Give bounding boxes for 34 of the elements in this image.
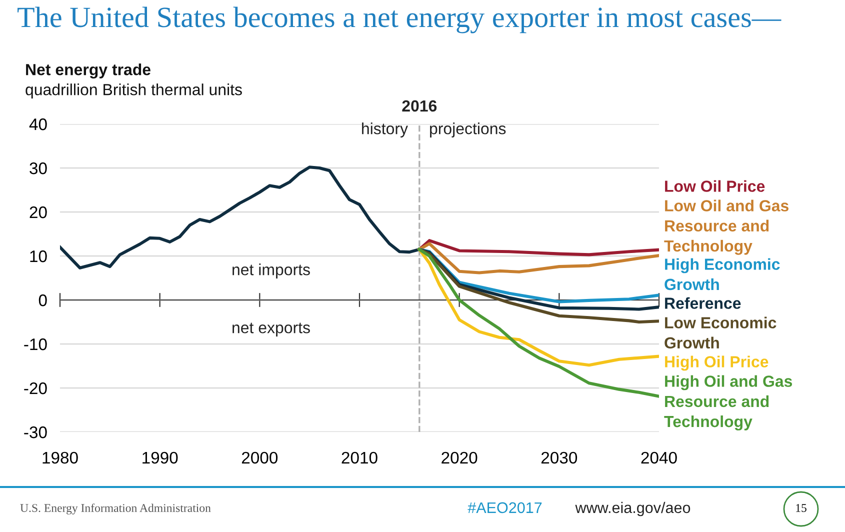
series-label: High Oil and Gas Resource and Technology xyxy=(664,375,792,430)
y-axis-title: quadrillion British thermal units xyxy=(26,84,242,98)
text: 15 xyxy=(796,504,806,512)
x-tick-label: 2030 xyxy=(541,452,578,464)
annotation: history xyxy=(362,122,408,138)
y-tick-label: 0 xyxy=(38,294,47,306)
y-tick-label: 40 xyxy=(29,118,47,130)
y-tick-label: -20 xyxy=(24,382,47,394)
chart-subtitle: Net energy trade xyxy=(26,64,150,78)
y-tick-label: -30 xyxy=(24,426,47,438)
series-label: Low Oil and Gas Resource and Technology xyxy=(664,200,788,255)
series-label: Reference xyxy=(665,297,741,309)
y-tick-label: 10 xyxy=(30,250,47,262)
x-tick-label: 2020 xyxy=(442,452,478,464)
x-tick-label: 2040 xyxy=(641,452,677,464)
chart-title: The United States becomes a net energy exporter in most cases— xyxy=(18,6,782,34)
y-tick-label: 30 xyxy=(30,162,47,174)
ref-line-label: 2016 xyxy=(402,100,437,112)
text: U.S. Energy Information Administration xyxy=(20,504,211,514)
x-tick-label: 2000 xyxy=(242,452,278,464)
text: Low Oil Price xyxy=(665,180,765,192)
series-label: High Oil Price xyxy=(665,356,768,371)
y-tick-label: 20 xyxy=(30,206,47,218)
x-tick-label: 1990 xyxy=(142,452,178,464)
series-label: High Economic Growth xyxy=(664,258,780,290)
annotation: net imports xyxy=(232,264,310,278)
x-tick-label: 1980 xyxy=(42,452,78,464)
x-tick-label: 2010 xyxy=(342,452,378,464)
series-label: Low Economic Growth xyxy=(664,316,776,349)
text: www.eia.gov/aeo xyxy=(575,502,690,516)
y-tick-label: -10 xyxy=(24,338,47,350)
text: #AEO2017 xyxy=(468,502,542,514)
annotation: net exports xyxy=(232,322,310,336)
annotation: projections xyxy=(430,122,506,138)
